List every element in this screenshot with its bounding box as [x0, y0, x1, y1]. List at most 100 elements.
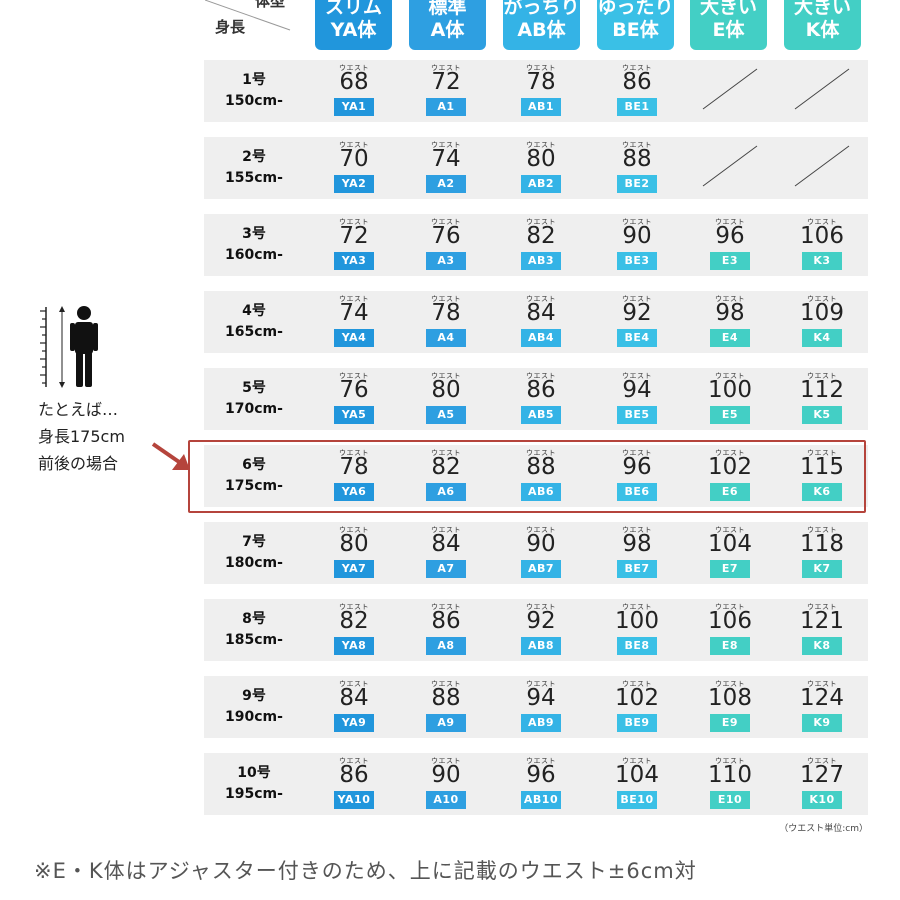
- size-number: 9号: [242, 688, 266, 704]
- row-label: 10号 195cm-: [204, 763, 304, 805]
- unit-note: （ウエスト単位:cm）: [779, 824, 868, 834]
- size-cell: ウエスト 88 BE2: [597, 137, 677, 199]
- waist-label: ウエスト: [807, 372, 837, 380]
- height-header-label: 身長: [215, 18, 246, 36]
- not-available-slash: [702, 145, 758, 187]
- size-cell: ウエスト 98 BE7: [597, 522, 677, 584]
- waist-label: ウエスト: [715, 603, 745, 611]
- waist-value: 127: [800, 762, 844, 788]
- waist-label: ウエスト: [431, 757, 461, 765]
- waist-label: ウエスト: [622, 64, 652, 72]
- size-cell: ウエスト 68 YA1: [314, 60, 394, 122]
- size-code-badge: YA6: [334, 483, 374, 501]
- waist-label: ウエスト: [622, 757, 652, 765]
- size-code-badge: AB10: [521, 791, 561, 809]
- size-code-badge: BE10: [617, 791, 657, 809]
- waist-label: ウエスト: [622, 526, 652, 534]
- size-cell: ウエスト 76 A3: [406, 214, 486, 276]
- column-header-k: 大きい K体: [784, 0, 861, 50]
- size-code-badge: YA3: [334, 252, 374, 270]
- waist-label: ウエスト: [431, 295, 461, 303]
- waist-label: ウエスト: [431, 449, 461, 457]
- height-range: 170cm-: [225, 401, 283, 417]
- waist-value: 92: [526, 608, 556, 634]
- size-code-badge: A4: [426, 329, 466, 347]
- size-cell: ウエスト 84 A7: [406, 522, 486, 584]
- waist-value: 121: [800, 608, 844, 634]
- waist-label: ウエスト: [431, 372, 461, 380]
- size-code-badge: BE6: [617, 483, 657, 501]
- size-number: 7号: [242, 534, 266, 550]
- waist-label: ウエスト: [715, 526, 745, 534]
- waist-label: ウエスト: [339, 757, 369, 765]
- size-code-badge: K4: [802, 329, 842, 347]
- waist-label: ウエスト: [526, 295, 556, 303]
- waist-label: ウエスト: [339, 64, 369, 72]
- size-cell: ウエスト 96 AB10: [501, 753, 581, 815]
- size-cell: ウエスト 106 E8: [690, 599, 770, 661]
- waist-label: ウエスト: [339, 449, 369, 457]
- not-available-slash: [702, 68, 758, 110]
- size-number: 8号: [242, 611, 266, 627]
- size-cell: ウエスト 80 YA7: [314, 522, 394, 584]
- corner-diagonal: [205, 0, 291, 31]
- height-range: 150cm-: [225, 93, 283, 109]
- waist-value: 96: [622, 454, 652, 480]
- size-code-badge: E8: [710, 637, 750, 655]
- size-cell: ウエスト 106 K3: [782, 214, 862, 276]
- waist-value: 82: [339, 608, 369, 634]
- waist-label: ウエスト: [526, 680, 556, 688]
- waist-label: ウエスト: [339, 603, 369, 611]
- size-cell: ウエスト 94 BE5: [597, 368, 677, 430]
- size-cell: ウエスト 88 A9: [406, 676, 486, 738]
- person-height-icon: [38, 303, 108, 395]
- column-header-subtitle: 標準: [428, 0, 467, 18]
- size-cell: ウエスト 90 BE3: [597, 214, 677, 276]
- waist-value: 82: [526, 223, 556, 249]
- size-code-badge: A9: [426, 714, 466, 732]
- size-number: 10号: [237, 765, 271, 781]
- size-cell: ウエスト 104 E7: [690, 522, 770, 584]
- waist-label: ウエスト: [431, 64, 461, 72]
- size-cell: ウエスト 90 A10: [406, 753, 486, 815]
- size-cell: ウエスト 86 YA10: [314, 753, 394, 815]
- waist-value: 88: [431, 685, 461, 711]
- column-header-ab: がっちり AB体: [503, 0, 580, 50]
- waist-value: 74: [339, 300, 369, 326]
- column-header-subtitle: がっちり: [503, 0, 580, 18]
- column-header-title: BE体: [612, 19, 659, 41]
- waist-value: 102: [708, 454, 752, 480]
- waist-label: ウエスト: [807, 603, 837, 611]
- size-code-badge: K7: [802, 560, 842, 578]
- waist-value: 94: [526, 685, 556, 711]
- table-row: 8号 185cm- ウエスト 82 YA8 ウエスト 86 A8 ウエスト 92 AB8 ウエスト 10…: [204, 599, 868, 661]
- size-cell: ウエスト 100 BE8: [597, 599, 677, 661]
- row-label: 6号 175cm-: [204, 455, 304, 497]
- waist-value: 70: [339, 146, 369, 172]
- column-header-title: K体: [805, 19, 840, 41]
- size-code-badge: A7: [426, 560, 466, 578]
- size-code-badge: A1: [426, 98, 466, 116]
- waist-label: ウエスト: [622, 449, 652, 457]
- size-code-badge: AB9: [521, 714, 561, 732]
- waist-label: ウエスト: [622, 295, 652, 303]
- size-cell: ウエスト 86 BE1: [597, 60, 677, 122]
- empty-cell: [782, 60, 862, 122]
- size-cell: ウエスト 78 AB1: [501, 60, 581, 122]
- size-cell: ウエスト 110 E10: [690, 753, 770, 815]
- waist-label: ウエスト: [526, 372, 556, 380]
- size-code-badge: AB6: [521, 483, 561, 501]
- size-cell: ウエスト 80 A5: [406, 368, 486, 430]
- arrow-icon: [150, 440, 195, 479]
- size-code-badge: A8: [426, 637, 466, 655]
- not-available-slash: [794, 68, 850, 110]
- height-range: 165cm-: [225, 324, 283, 340]
- table-row: 10号 195cm- ウエスト 86 YA10 ウエスト 90 A10 ウエスト 96 AB10 ウエ…: [204, 753, 868, 815]
- waist-label: ウエスト: [431, 218, 461, 226]
- size-cell: ウエスト 121 K8: [782, 599, 862, 661]
- waist-value: 96: [526, 762, 556, 788]
- waist-value: 68: [339, 69, 369, 95]
- row-label: 7号 180cm-: [204, 532, 304, 574]
- waist-value: 102: [615, 685, 659, 711]
- size-code-badge: E9: [710, 714, 750, 732]
